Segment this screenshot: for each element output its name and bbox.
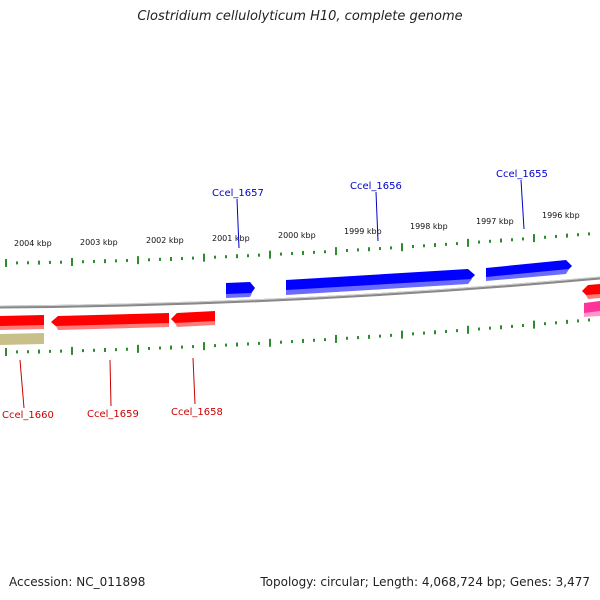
gene-label-ccel-1659[interactable]: Ccel_1659 (87, 409, 139, 420)
reverse-gene-labels: Ccel_1660 Ccel_1659 Ccel_1658 (2, 357, 223, 421)
genome-backbone-highlight (0, 276, 600, 307)
gene-ccel-1659-shade (56, 323, 169, 330)
forward-gene-labels: Ccel_1657 Ccel_1656 Ccel_1655 (212, 169, 548, 249)
gene-ccel-1660-shade (0, 325, 44, 330)
gene-ccel-1658-shade (175, 321, 215, 327)
kbp-ticks-top (5, 232, 590, 267)
kbp-label: 2000 kbp (278, 231, 316, 240)
kbp-label: 1998 kbp (410, 222, 448, 231)
reverse-strand-genes (0, 284, 600, 330)
gene-label-ccel-1655[interactable]: Ccel_1655 (496, 169, 548, 180)
kbp-scale-labels: 2004 kbp 2003 kbp 2002 kbp 2001 kbp 2000… (14, 211, 580, 248)
gene-ccel-1657-shade (226, 293, 252, 298)
gene-other-partial-shade (584, 311, 600, 317)
genome-backbone (0, 276, 600, 309)
gene-ccel-1657[interactable] (226, 282, 255, 296)
leader-line-ccel-1657 (236, 198, 240, 249)
kbp-label: 2001 kbp (212, 234, 250, 243)
gene-ccel-1658[interactable] (171, 311, 215, 325)
gene-reverse-partial[interactable] (582, 284, 600, 297)
accession-text: Accession: NC_011898 (9, 575, 146, 589)
leader-line-ccel-1660 (19, 359, 25, 409)
forward-strand-genes (226, 260, 572, 298)
kbp-label: 2003 kbp (80, 238, 118, 247)
pseudogene-partial[interactable] (0, 333, 44, 345)
kbp-label: 1996 kbp (542, 211, 580, 220)
leader-line-ccel-1658 (192, 357, 196, 405)
kbp-label: 2002 kbp (146, 236, 184, 245)
gene-ccel-1655-shade (486, 269, 569, 281)
leader-line-ccel-1659 (109, 359, 112, 407)
kbp-label: 1997 kbp (476, 217, 514, 226)
gene-ccel-1656[interactable] (286, 269, 475, 293)
kbp-label: 1999 kbp (344, 227, 382, 236)
map-title: Clostridium cellulolyticum H10, complete… (137, 9, 463, 24)
gene-label-ccel-1658[interactable]: Ccel_1658 (171, 407, 223, 418)
gene-label-ccel-1660[interactable]: Ccel_1660 (2, 410, 54, 421)
leader-line-ccel-1655 (520, 179, 525, 230)
kbp-ticks-bottom (5, 318, 590, 356)
gene-ccel-1656-shade (286, 279, 472, 295)
leader-line-ccel-1656 (375, 191, 379, 242)
topology-summary-text: Topology: circular; Length: 4,068,724 bp… (260, 575, 590, 589)
gene-reverse-partial-shade (586, 294, 600, 299)
kbp-label: 2004 kbp (14, 239, 52, 248)
gene-ccel-1660[interactable] (0, 315, 44, 328)
gene-label-ccel-1656[interactable]: Ccel_1656 (350, 181, 402, 192)
gene-ccel-1655[interactable] (486, 260, 572, 279)
gene-label-ccel-1657[interactable]: Ccel_1657 (212, 188, 264, 199)
